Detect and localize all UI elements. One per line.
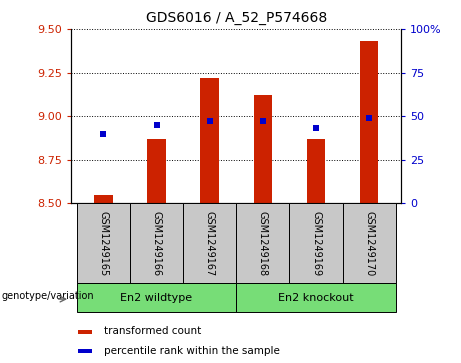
Point xyxy=(312,126,319,131)
Text: En2 knockout: En2 knockout xyxy=(278,293,354,303)
Bar xyxy=(94,195,112,203)
Bar xyxy=(307,139,325,203)
Text: percentile rank within the sample: percentile rank within the sample xyxy=(104,346,280,356)
Bar xyxy=(360,41,378,203)
Bar xyxy=(130,203,183,283)
Bar xyxy=(183,203,236,283)
Point xyxy=(259,118,266,124)
Point xyxy=(153,122,160,128)
Text: GSM1249165: GSM1249165 xyxy=(98,211,108,276)
Bar xyxy=(147,139,166,203)
Text: GSM1249170: GSM1249170 xyxy=(364,211,374,276)
Text: GSM1249166: GSM1249166 xyxy=(152,211,161,276)
Bar xyxy=(254,95,272,203)
Bar xyxy=(77,283,236,312)
Bar xyxy=(290,203,343,283)
Text: GSM1249169: GSM1249169 xyxy=(311,211,321,276)
Bar xyxy=(236,283,396,312)
Bar xyxy=(201,78,219,203)
Text: En2 wildtype: En2 wildtype xyxy=(120,293,193,303)
Text: transformed count: transformed count xyxy=(104,326,201,337)
Bar xyxy=(78,349,92,353)
Text: genotype/variation: genotype/variation xyxy=(1,291,94,301)
Bar xyxy=(236,203,290,283)
Title: GDS6016 / A_52_P574668: GDS6016 / A_52_P574668 xyxy=(146,11,327,25)
Bar xyxy=(78,330,92,334)
Bar xyxy=(77,203,130,283)
Point xyxy=(366,115,373,121)
Text: GSM1249168: GSM1249168 xyxy=(258,211,268,276)
Text: GSM1249167: GSM1249167 xyxy=(205,211,215,276)
Point xyxy=(206,118,213,124)
Point xyxy=(100,131,107,136)
Bar xyxy=(343,203,396,283)
